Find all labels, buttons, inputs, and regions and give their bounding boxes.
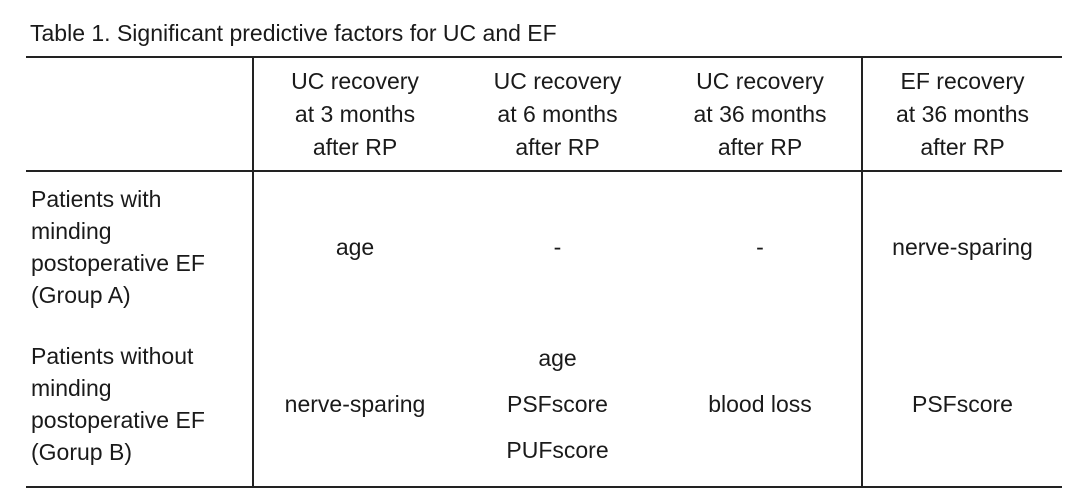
cell-b-ef-36-months: PSFscore (861, 321, 1062, 487)
cell-a-uc-36-months: - (756, 233, 764, 260)
cell-b-uc-6-months: age PSFscore PUFscore (506, 344, 609, 463)
header-uc-3-months: UC recovery at 3 months after RP (252, 57, 456, 171)
cell-a-uc-6-months: - (553, 233, 562, 260)
predictive-factors-table: UC recovery at 3 months after RP UC reco… (26, 56, 1062, 488)
header-uc-6-months: UC recovery at 6 months after RP (493, 67, 622, 160)
header-ef-36-months: EF recovery at 36 months after RP (861, 57, 1062, 171)
header-corner-cell (26, 57, 253, 171)
table-header-row: UC recovery at 3 months after RP UC reco… (26, 57, 1062, 171)
cell-b-uc-36-months: blood loss (708, 390, 812, 417)
table-row-group-a: Patients with minding postoperative EF (… (26, 171, 1062, 321)
table-row-group-b: Patients without minding postoperative E… (26, 321, 1062, 487)
cell-b-uc-3-months: nerve-sparing (252, 321, 456, 487)
cell-a-ef-36-months: nerve-sparing (861, 171, 1062, 321)
cell-a-uc-3-months: age (252, 171, 456, 321)
row-label-group-b: Patients without minding postoperative E… (31, 342, 205, 465)
table-caption: Table 1. Significant predictive factors … (30, 20, 557, 46)
header-uc-36-months: UC recovery at 36 months after RP (693, 67, 827, 160)
row-label-group-a: Patients with minding postoperative EF (… (31, 185, 205, 308)
